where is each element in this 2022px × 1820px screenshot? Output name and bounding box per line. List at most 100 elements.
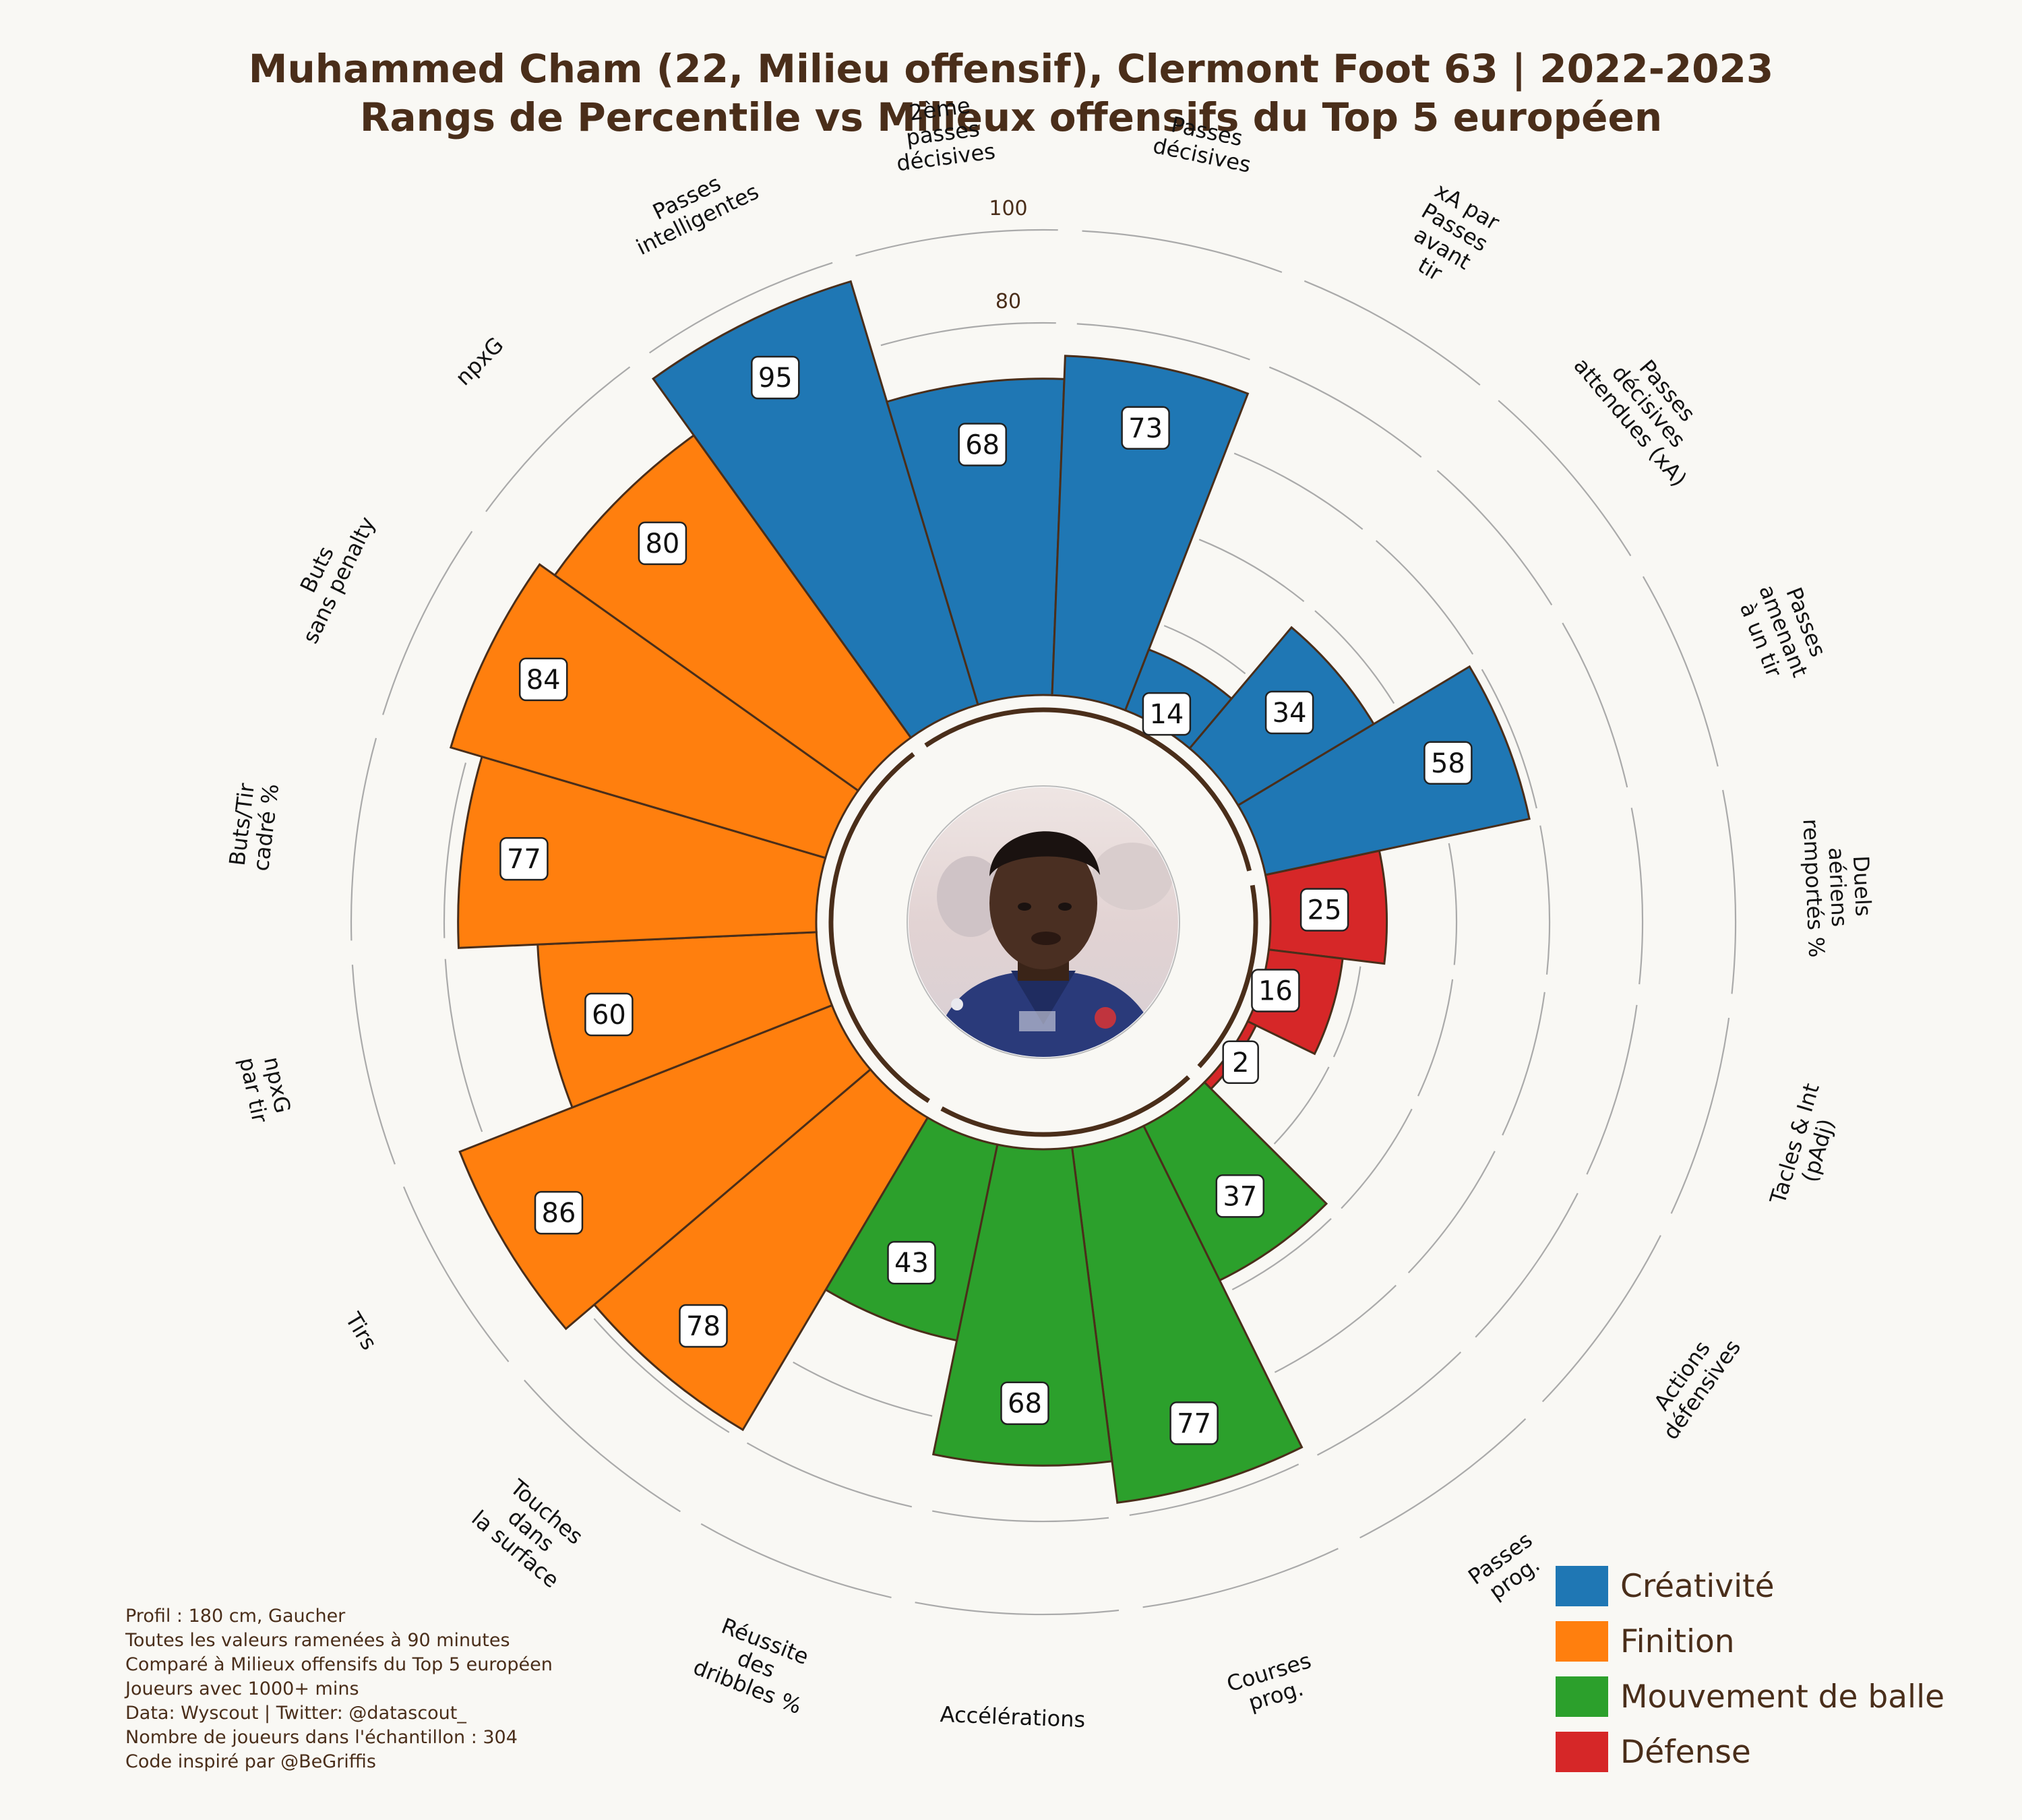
- grid-arc: [1407, 1151, 1496, 1273]
- category-label: Tacles & Int(pAdj): [1765, 1081, 1847, 1215]
- group-arcs: [828, 707, 1258, 1137]
- grid-arc: [1630, 808, 1644, 985]
- value-labels: 25 16 2 37 77 68 43 78 86 60 77 84 80 95 68 73 14 34 58: [499, 355, 1473, 1445]
- footer-line: Profil : 180 cm, Gaucher: [125, 1606, 346, 1627]
- grid-arc: [931, 1510, 1109, 1523]
- grid-arc: [402, 1186, 510, 1362]
- svg-text:14: 14: [1149, 699, 1184, 730]
- footer-line: Joueurs avec 1000+ mins: [125, 1678, 359, 1699]
- svg-text:84: 84: [526, 665, 561, 696]
- value-label: 77: [1169, 1401, 1219, 1445]
- grid-arc: [1316, 1352, 1462, 1456]
- bar: [537, 931, 834, 1109]
- grid-arc: [1562, 622, 1628, 788]
- value-label: 25: [1299, 888, 1349, 932]
- legend-item-finition: Finition: [1556, 1614, 1944, 1669]
- bar: [1070, 1124, 1304, 1504]
- grid-arc: [1142, 1548, 1339, 1608]
- grid-arc: [855, 229, 1058, 257]
- chart-title-line-1: Muhammed Cham (22, Milieu offensif), Cle…: [248, 46, 1774, 92]
- grid-arc: [1341, 1108, 1413, 1209]
- legend-label: Mouvement de balle: [1620, 1678, 1945, 1716]
- category-label: Coursesprog.: [1224, 1647, 1321, 1720]
- legend-item-creativite: Créativité: [1556, 1558, 1944, 1614]
- legend-label: Créativité: [1620, 1567, 1775, 1605]
- value-label: 77: [499, 837, 549, 881]
- grid-arc: [700, 1523, 892, 1598]
- category-label: npxGpar tir: [234, 1050, 297, 1126]
- grid-arc: [1481, 669, 1537, 809]
- bar: [1236, 665, 1531, 876]
- svg-text:86: 86: [542, 1198, 576, 1229]
- bar: [592, 1068, 929, 1432]
- grid-arc: [524, 1379, 681, 1513]
- value-label: 68: [958, 423, 1007, 466]
- value-label: 84: [518, 657, 568, 702]
- value-label: 78: [679, 1304, 728, 1348]
- value-label: 60: [584, 992, 634, 1037]
- svg-text:68: 68: [965, 430, 1000, 461]
- bar: [457, 755, 827, 949]
- group-arc: [1197, 884, 1258, 1068]
- svg-text:77: 77: [507, 844, 541, 875]
- radial-grid: [350, 229, 1737, 1616]
- grid-arc: [443, 762, 467, 938]
- grid-arc: [1129, 1463, 1299, 1516]
- category-label: Tirs: [340, 1308, 382, 1355]
- svg-text:95: 95: [758, 363, 793, 394]
- grid-arc: [746, 1442, 913, 1508]
- group-arc: [940, 1075, 1190, 1137]
- grid-arc: [1436, 470, 1553, 606]
- grid-arc: [1198, 539, 1305, 603]
- grid-arc: [593, 1318, 730, 1433]
- grid-arc: [1475, 1192, 1579, 1338]
- legend-label: Défense: [1620, 1733, 1751, 1771]
- bar: [885, 377, 1066, 706]
- grid-arc: [1231, 1218, 1332, 1291]
- bar: [1051, 355, 1250, 712]
- value-label: 34: [1264, 690, 1314, 735]
- grid-arc: [444, 959, 483, 1132]
- category-label: Touchesdansla surface: [466, 1468, 595, 1593]
- category-label: Passesdécisives: [1151, 109, 1258, 177]
- category-label: Passesamenantà un tir: [1732, 572, 1836, 690]
- category-label: npxG: [450, 332, 508, 391]
- footer-line: Nombre de joueurs dans l'échantillon : 3…: [125, 1727, 518, 1748]
- svg-text:78: 78: [686, 1311, 721, 1342]
- category-label: Butssans penalty: [276, 502, 381, 648]
- svg-text:43: 43: [894, 1248, 929, 1279]
- legend: Créativité Finition Mouvement de balle D…: [1556, 1558, 1944, 1780]
- grid-arc: [1502, 992, 1545, 1136]
- value-label: 80: [638, 521, 687, 566]
- grid-arc: [350, 737, 377, 941]
- svg-text:2: 2: [1232, 1048, 1249, 1079]
- svg-text:73: 73: [1128, 413, 1163, 444]
- grid-arc: [1586, 1004, 1638, 1175]
- svg-text:16: 16: [1258, 976, 1293, 1007]
- category-label: Passesintelligentes: [621, 157, 763, 260]
- grid-arc: [1273, 1066, 1330, 1145]
- bar: [931, 1143, 1113, 1467]
- value-label: 86: [534, 1190, 584, 1235]
- bar: [652, 280, 979, 739]
- grid-arc: [382, 530, 473, 715]
- svg-text:60: 60: [592, 1000, 626, 1031]
- grid-arc: [351, 965, 396, 1165]
- grid-arc: [1274, 1285, 1397, 1373]
- legend-item-defense: Défense: [1556, 1724, 1944, 1780]
- group-arc: [924, 707, 1252, 872]
- player-photo-icon: [907, 785, 1180, 1059]
- grid-arc: [1417, 979, 1454, 1097]
- category-label: Passesprog.: [1463, 1527, 1551, 1610]
- category-label: Actionsdéfensives: [1638, 1321, 1746, 1444]
- svg-text:25: 25: [1308, 895, 1342, 926]
- bar: [458, 1004, 872, 1331]
- grid-arc: [485, 366, 631, 512]
- value-label: 95: [751, 355, 800, 400]
- legend-item-mouvement: Mouvement de balle: [1556, 1669, 1944, 1724]
- legend-label: Finition: [1620, 1622, 1735, 1660]
- category-label: Réussitedesdribbles %: [690, 1609, 823, 1720]
- svg-text:58: 58: [1431, 748, 1465, 779]
- footer-line: Code inspiré par @BeGriffis: [125, 1751, 376, 1772]
